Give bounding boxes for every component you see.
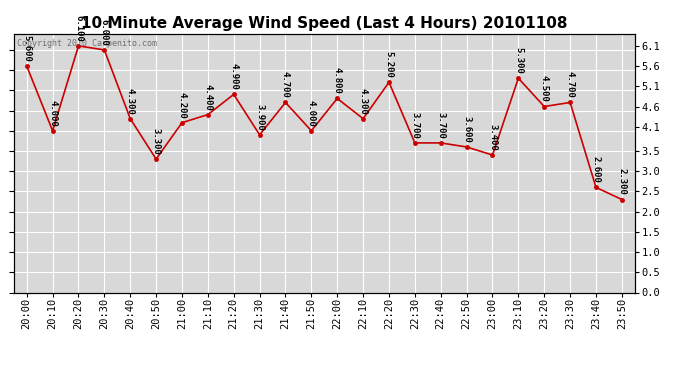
Text: 4.000: 4.000: [48, 100, 57, 127]
Text: 4.200: 4.200: [177, 92, 186, 118]
Text: 4.900: 4.900: [229, 63, 238, 90]
Text: Copyright 2010 Carpenito.com: Copyright 2010 Carpenito.com: [17, 39, 157, 48]
Text: 3.700: 3.700: [411, 112, 420, 139]
Text: 4.800: 4.800: [333, 68, 342, 94]
Text: 2.600: 2.600: [591, 156, 600, 183]
Text: 3.600: 3.600: [462, 116, 471, 143]
Text: 5.200: 5.200: [384, 51, 393, 78]
Text: 6.000: 6.000: [100, 19, 109, 46]
Text: 3.300: 3.300: [152, 128, 161, 155]
Text: 4.300: 4.300: [359, 88, 368, 114]
Text: 4.000: 4.000: [307, 100, 316, 127]
Text: 4.400: 4.400: [204, 84, 213, 111]
Text: 3.700: 3.700: [436, 112, 445, 139]
Text: 5.300: 5.300: [514, 47, 523, 74]
Title: 10 Minute Average Wind Speed (Last 4 Hours) 20101108: 10 Minute Average Wind Speed (Last 4 Hou…: [81, 16, 568, 31]
Text: 2.300: 2.300: [618, 168, 627, 195]
Text: 3.900: 3.900: [255, 104, 264, 130]
Text: 6.100: 6.100: [74, 15, 83, 42]
Text: 4.300: 4.300: [126, 88, 135, 114]
Text: 4.700: 4.700: [566, 72, 575, 98]
Text: 4.700: 4.700: [281, 72, 290, 98]
Text: 4.500: 4.500: [540, 75, 549, 102]
Text: 3.400: 3.400: [488, 124, 497, 151]
Text: 5.600: 5.600: [22, 35, 31, 62]
